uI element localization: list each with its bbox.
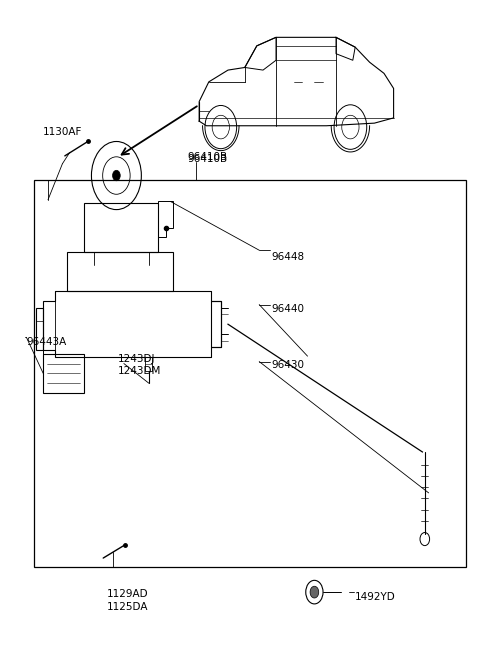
Text: 1129AD
1125DA: 1129AD 1125DA bbox=[107, 590, 148, 612]
Text: 96410B: 96410B bbox=[187, 152, 228, 162]
Circle shape bbox=[112, 170, 120, 181]
Text: 1130AF: 1130AF bbox=[43, 127, 83, 138]
Text: 96430: 96430 bbox=[271, 360, 304, 370]
Bar bbox=[84, 203, 158, 252]
Text: 1243DJ
1243DM: 1243DJ 1243DM bbox=[118, 354, 161, 376]
Bar bbox=[43, 354, 84, 393]
Bar bbox=[34, 180, 466, 567]
Text: 96440: 96440 bbox=[271, 304, 304, 314]
Bar bbox=[145, 357, 152, 371]
Circle shape bbox=[310, 586, 319, 598]
Text: 96448: 96448 bbox=[271, 252, 304, 262]
Text: 96443A: 96443A bbox=[26, 337, 67, 347]
Text: 1492YD: 1492YD bbox=[355, 592, 396, 603]
Text: 96410B: 96410B bbox=[187, 154, 228, 164]
